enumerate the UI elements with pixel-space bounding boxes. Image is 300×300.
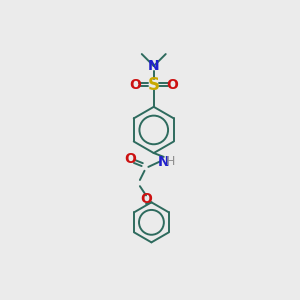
Text: H: H (166, 155, 175, 168)
Text: O: O (140, 192, 152, 206)
Text: N: N (148, 59, 160, 73)
Text: S: S (148, 76, 160, 94)
Text: O: O (125, 152, 136, 166)
Text: O: O (166, 77, 178, 92)
Text: O: O (129, 77, 141, 92)
Text: N: N (158, 154, 170, 169)
